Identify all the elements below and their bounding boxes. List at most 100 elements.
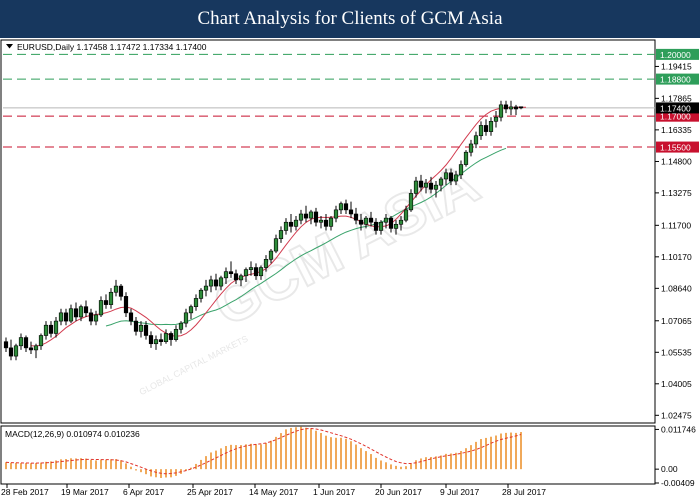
- y-tick-label: 1.02475: [661, 410, 692, 420]
- candle-body: [378, 221, 384, 231]
- candle-body: [258, 267, 264, 277]
- candle-body: [213, 279, 219, 287]
- macd-bar: [235, 445, 237, 470]
- macd-bar: [385, 462, 387, 470]
- y-tick-label: 1.10170: [661, 252, 692, 262]
- candle-body: [218, 277, 224, 287]
- x-tick-label: 9 Jul 2017: [440, 487, 479, 497]
- candle-body: [78, 306, 84, 318]
- candle: [113, 279, 119, 297]
- candle: [423, 178, 429, 194]
- candle-body: [188, 306, 194, 314]
- candle-body: [203, 285, 209, 291]
- candle-body: [368, 217, 374, 223]
- macd-bar: [465, 448, 467, 470]
- candles: [3, 100, 524, 361]
- macd-panel-frame: [0, 425, 656, 485]
- macd-bar: [275, 436, 277, 470]
- candle: [363, 216, 369, 229]
- macd-y-tick-label: -0.00409: [661, 478, 695, 488]
- macd-bar: [410, 463, 412, 470]
- macd-bar: [15, 462, 17, 470]
- price-levels: 1.20000 1.18800 1.17000 1.15500 1.17400: [3, 48, 699, 153]
- macd-bar: [125, 463, 127, 470]
- ma-slow-line: [105, 147, 507, 327]
- macd-bar: [60, 459, 62, 470]
- macd-bar: [145, 469, 147, 475]
- dropdown-triangle-icon[interactable]: [6, 44, 13, 49]
- candle: [443, 168, 449, 186]
- candle-body: [253, 267, 259, 277]
- y-tick-label: 1.08640: [661, 283, 692, 293]
- candle-body: [468, 143, 474, 153]
- macd-bar: [415, 460, 417, 470]
- candle: [158, 333, 164, 346]
- candle: [268, 249, 274, 264]
- candle-body: [93, 314, 99, 322]
- candle: [403, 205, 409, 223]
- candle-body: [423, 182, 429, 188]
- level-label: 1.18800: [660, 75, 691, 85]
- macd-bar: [320, 432, 322, 470]
- macd-bar: [40, 462, 42, 470]
- candle: [48, 321, 54, 338]
- candle: [128, 308, 134, 326]
- moving-averages: [30, 106, 526, 347]
- candle-body: [273, 238, 279, 252]
- candle: [53, 316, 59, 338]
- candle: [343, 199, 349, 214]
- macd-bar: [395, 465, 397, 470]
- macd-bar: [455, 452, 457, 470]
- macd-bar: [450, 453, 452, 470]
- macd-bar: [110, 459, 112, 470]
- candle-body: [293, 219, 299, 227]
- x-tick-label: 14 May 2017: [249, 487, 298, 497]
- macd-bar: [30, 463, 32, 470]
- macd-bar: [200, 459, 202, 470]
- y-tick-label: 1.11700: [661, 220, 691, 230]
- candle-body: [518, 106, 524, 109]
- candle: [448, 168, 454, 186]
- candle-body: [228, 271, 234, 275]
- y-tick-label: 1.04005: [661, 379, 692, 389]
- candle: [8, 339, 14, 361]
- candle: [358, 213, 364, 231]
- candle-body: [403, 209, 409, 221]
- x-tick-label: 25 Apr 2017: [187, 487, 233, 497]
- macd-bar: [80, 458, 82, 470]
- level-tag: [656, 73, 699, 85]
- macd-bar: [365, 451, 367, 470]
- symbol-header: EURUSD,Daily 1.17458 1.17472 1.17334 1.1…: [17, 42, 207, 52]
- candle: [273, 234, 279, 254]
- candle: [503, 100, 509, 114]
- macd-bar: [475, 441, 477, 470]
- macd-label: MACD(12,26,9) 0.010974 0.010236: [5, 429, 140, 439]
- candle: [243, 267, 249, 282]
- macd-bar: [65, 459, 67, 470]
- macd-bar: [340, 437, 342, 470]
- macd-bar: [375, 457, 377, 470]
- macd-bar: [335, 437, 337, 470]
- candle: [468, 139, 474, 157]
- candle: [398, 216, 404, 231]
- candle: [383, 213, 389, 229]
- candle-body: [513, 106, 519, 110]
- candlestick-chart: GCM ASIA GLOBAL CAPITAL MARKETS 1.200001…: [0, 39, 699, 497]
- macd-bar: [135, 469, 137, 471]
- candle-body: [138, 324, 144, 332]
- x-tick-label: 28 Feb 2017: [1, 487, 49, 497]
- candle-body: [243, 269, 249, 277]
- candle: [298, 209, 304, 225]
- candle: [168, 331, 174, 346]
- candle-body: [198, 289, 204, 299]
- macd-bar: [495, 435, 497, 470]
- time-axis: 28 Feb 2017 19 Mar 2017 6 Apr 2017 25 Apr 2…: [1, 484, 546, 497]
- candle-body: [63, 312, 69, 322]
- candle-body: [508, 106, 514, 110]
- candle: [13, 343, 19, 361]
- candle: [178, 321, 184, 334]
- candle: [133, 316, 139, 336]
- candle-body: [38, 335, 44, 347]
- candle-body: [13, 345, 19, 357]
- macd-bar: [205, 456, 207, 470]
